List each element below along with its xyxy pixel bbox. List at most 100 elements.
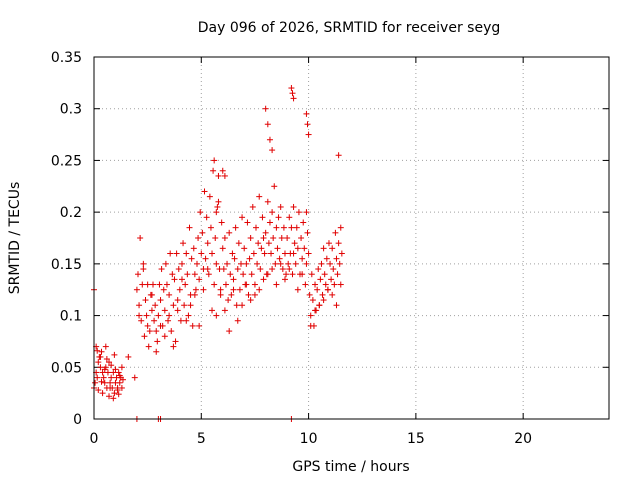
data-point <box>244 219 251 226</box>
data-point <box>234 266 241 273</box>
data-point <box>299 255 306 262</box>
data-point <box>248 271 255 278</box>
data-point <box>251 291 258 298</box>
data-point <box>237 260 244 267</box>
data-point <box>312 281 319 288</box>
data-point <box>317 276 324 283</box>
data-point <box>281 276 288 283</box>
data-point <box>102 343 109 350</box>
data-point <box>256 286 263 293</box>
data-point <box>240 271 247 278</box>
data-point <box>157 322 164 329</box>
data-point <box>260 276 267 283</box>
data-point <box>191 271 198 278</box>
data-point <box>303 260 310 267</box>
data-point <box>95 387 102 394</box>
data-point <box>284 235 291 241</box>
y-tick-label: 0.3 <box>60 102 82 118</box>
data-point <box>211 281 218 288</box>
data-point <box>290 95 297 102</box>
data-point <box>173 250 180 257</box>
data-point <box>110 395 117 402</box>
data-point <box>141 333 148 340</box>
data-point <box>273 281 280 288</box>
data-point <box>220 266 227 273</box>
data-point <box>289 90 296 97</box>
data-point <box>166 291 173 298</box>
data-point <box>182 281 189 288</box>
data-point <box>99 369 106 376</box>
data-point <box>114 387 121 394</box>
data-point <box>321 271 328 278</box>
data-point <box>325 240 332 247</box>
data-point <box>268 250 275 257</box>
x-tick-label: 15 <box>407 431 425 447</box>
data-point <box>301 245 308 252</box>
data-point <box>183 317 190 324</box>
x-tick-label: 20 <box>514 431 532 447</box>
y-tick-label: 0.25 <box>51 153 82 169</box>
data-point <box>98 378 105 385</box>
data-point <box>247 297 254 304</box>
data-point <box>210 167 217 174</box>
data-point <box>202 255 209 262</box>
x-tick-label: 10 <box>300 431 318 447</box>
x-tick-label: 5 <box>197 431 206 447</box>
data-point <box>256 193 263 200</box>
data-point <box>260 235 267 241</box>
data-point <box>94 374 101 381</box>
data-point <box>243 281 250 288</box>
data-point <box>261 250 268 257</box>
data-point <box>335 152 342 159</box>
data-point <box>253 224 260 231</box>
data-point <box>275 214 282 221</box>
data-point <box>145 343 152 350</box>
data-point <box>125 353 132 360</box>
data-point <box>209 250 216 257</box>
data-point <box>101 379 108 386</box>
chart-title: Day 096 of 2026, SRMTID for receiver sey… <box>198 20 501 36</box>
data-point <box>277 260 284 267</box>
data-point <box>97 364 104 371</box>
data-point <box>133 286 140 293</box>
data-point <box>209 307 216 314</box>
data-point <box>192 286 199 293</box>
data-point <box>175 266 182 273</box>
data-point <box>241 245 248 252</box>
data-point <box>293 224 300 231</box>
data-point <box>154 338 161 345</box>
data-point <box>337 224 344 231</box>
data-point <box>172 338 179 345</box>
data-point <box>151 317 158 324</box>
data-point <box>184 271 191 278</box>
data-point <box>221 172 228 179</box>
data-point <box>224 260 231 267</box>
data-point <box>294 286 301 293</box>
grid-lines <box>94 57 609 419</box>
data-point <box>196 276 203 283</box>
data-point <box>213 209 220 216</box>
data-point <box>295 209 302 216</box>
data-point <box>100 374 107 381</box>
data-point <box>251 281 258 288</box>
data-point <box>198 250 205 257</box>
x-axis-ticks: 0 5 10 15 20 <box>90 57 532 447</box>
data-point <box>329 245 336 252</box>
data-point <box>273 224 280 231</box>
data-point <box>161 307 168 314</box>
data-point <box>162 260 169 267</box>
data-point <box>336 260 343 267</box>
data-point <box>190 245 197 252</box>
data-point <box>307 322 314 329</box>
data-point <box>219 245 226 252</box>
data-point <box>160 286 167 293</box>
data-point <box>327 260 334 267</box>
data-point <box>103 356 110 363</box>
data-point <box>217 286 224 293</box>
data-point <box>306 291 313 298</box>
data-point <box>144 281 151 288</box>
data-point <box>262 105 269 112</box>
data-point <box>222 281 229 288</box>
data-point <box>153 328 160 335</box>
